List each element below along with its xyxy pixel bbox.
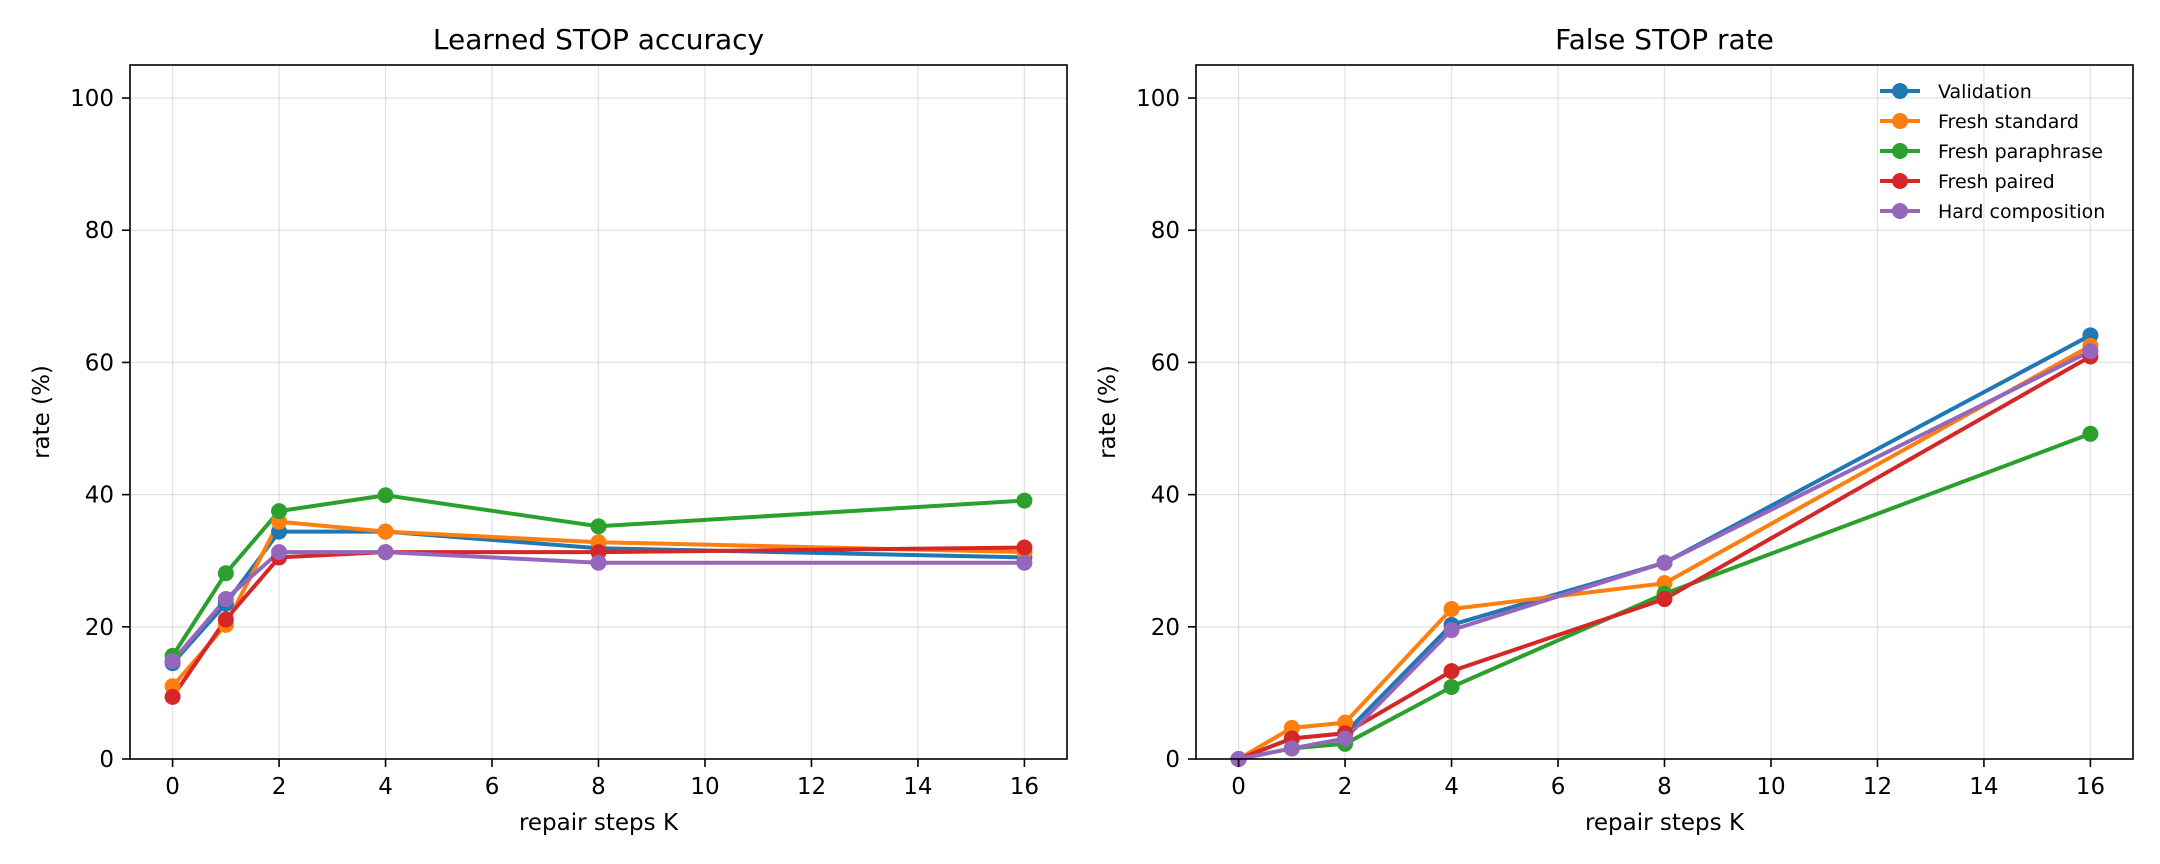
data-point [377, 523, 394, 540]
data-point [1656, 554, 1673, 571]
x-axis-label: repair steps K [519, 810, 679, 836]
y-tick-label: 20 [85, 615, 114, 641]
y-tick-label: 20 [1151, 615, 1180, 641]
y-tick-label: 60 [85, 350, 114, 376]
data-point [164, 688, 181, 705]
x-tick-label: 8 [591, 774, 606, 800]
legend-label: Validation [1938, 81, 2032, 103]
series-line-5 [170, 550, 1027, 664]
data-point [1443, 678, 1460, 695]
x-tick-label: 8 [1657, 774, 1672, 800]
y-tick-label: 100 [1136, 86, 1180, 112]
x-tick-label: 14 [903, 774, 932, 800]
legend-marker [1892, 203, 1908, 219]
y-tick-label: 100 [70, 86, 114, 112]
legend: Validation Fresh standard Fresh paraphrase… [1880, 81, 2105, 223]
series-line-2 [1236, 343, 2093, 761]
data-point [2082, 425, 2099, 442]
legend-marker [1892, 143, 1908, 159]
x-tick-label: 0 [1231, 774, 1246, 800]
data-point [217, 611, 234, 628]
data-point [164, 653, 181, 670]
chart-title: False STOP rate [1555, 23, 1774, 56]
x-axis-label: repair steps K [1585, 810, 1745, 836]
data-point [1283, 740, 1300, 757]
data-point [590, 554, 607, 571]
data-point [590, 518, 607, 535]
x-tick-label: 10 [1756, 774, 1785, 800]
y-tick-label: 40 [85, 483, 114, 509]
y-axis-label: rate (%) [29, 365, 55, 459]
data-point [1016, 554, 1033, 571]
x-tick-label: 6 [485, 774, 500, 800]
y-axis-label: rate (%) [1095, 365, 1121, 459]
x-tick-label: 12 [1863, 774, 1892, 800]
data-point [2082, 343, 2099, 360]
x-tick-label: 14 [1969, 774, 1998, 800]
legend-marker [1892, 83, 1908, 99]
series-line-4 [1236, 354, 2093, 761]
x-tick-label: 12 [797, 774, 826, 800]
x-tick-label: 16 [2076, 774, 2105, 800]
y-tick-label: 40 [1151, 483, 1180, 509]
x-tick-label: 0 [165, 774, 180, 800]
data-point [217, 565, 234, 582]
x-tick-label: 2 [1338, 774, 1353, 800]
series-line-3 [170, 493, 1027, 658]
x-tick-label: 4 [1444, 774, 1459, 800]
x-tick-label: 2 [272, 774, 287, 800]
data-point [1443, 663, 1460, 680]
data-point [377, 544, 394, 561]
legend-label: Hard composition [1938, 201, 2105, 223]
data-point [377, 487, 394, 504]
series-line-5 [1236, 349, 2093, 761]
y-tick-label: 0 [1165, 747, 1180, 773]
legend-label: Fresh standard [1938, 111, 2079, 133]
x-tick-label: 6 [1551, 774, 1566, 800]
legend-marker [1892, 113, 1908, 129]
data-point [1443, 622, 1460, 639]
data-point [1443, 600, 1460, 617]
data-point [271, 544, 288, 561]
y-tick-label: 80 [85, 218, 114, 244]
legend-marker [1892, 173, 1908, 189]
y-tick-label: 0 [99, 747, 114, 773]
data-point [217, 591, 234, 608]
chart-panel-2: 0 2 4 6 8 10 12 14 16 0 20 40 60 80 100 False STOP rate… [1095, 23, 2134, 836]
data-point [1656, 591, 1673, 608]
data-point [271, 503, 288, 520]
chart-panel-1: 0 2 4 6 8 10 12 14 16 0 20 40 60 80 100 Learned STOP ac… [29, 23, 1068, 836]
x-tick-label: 10 [690, 774, 719, 800]
y-tick-label: 60 [1151, 350, 1180, 376]
x-tick-label: 4 [378, 774, 393, 800]
legend-label: Fresh paraphrase [1938, 141, 2103, 163]
data-point [1337, 730, 1354, 747]
y-tick-label: 80 [1151, 218, 1180, 244]
legend-label: Fresh paired [1938, 171, 2055, 193]
series-line-4 [170, 545, 1027, 699]
x-tick-label: 16 [1010, 774, 1039, 800]
data-point [1016, 539, 1033, 556]
chart-title: Learned STOP accuracy [433, 23, 764, 56]
data-point [1016, 492, 1033, 509]
